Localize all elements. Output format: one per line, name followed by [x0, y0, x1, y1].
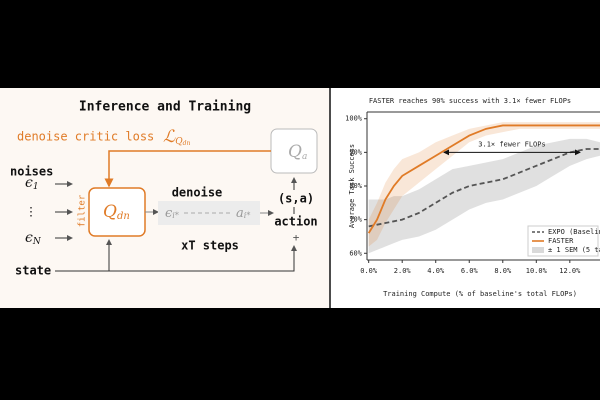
qa-symbol: Q: [288, 142, 302, 162]
sem-band: [368, 138, 600, 254]
x-tick-label: 12.0%: [559, 267, 581, 275]
x-tick-label: 2.0%: [394, 267, 412, 275]
x-tick-label: 8.0%: [494, 267, 512, 275]
filter-label: filter: [78, 194, 88, 227]
chart-title: FASTER reaches 90% success with 3.1× few…: [369, 97, 571, 105]
y-tick-label: 100%: [345, 115, 363, 123]
chart: FASTER reaches 90% success with 3.1× few…: [345, 97, 600, 298]
loss-label: denoise critic loss: [17, 130, 154, 144]
qdn-sub: dn: [117, 211, 130, 222]
qdn-symbol: Q: [103, 202, 117, 222]
y-tick-label: 90%: [349, 148, 362, 156]
a-symbol: a: [236, 206, 244, 221]
eps-dots: ⋮: [25, 205, 37, 219]
x-axis-label: Training Compute (% of baseline's total …: [383, 290, 577, 298]
legend-swatch: [532, 247, 544, 253]
qa-label: Qa: [288, 142, 307, 162]
x-tick-label: 6.0%: [461, 267, 479, 275]
x-tick-label: 0.0%: [360, 267, 378, 275]
legend-label: ± 1 SEM (5 tasks): [548, 246, 600, 254]
eps-symbol: ϵ: [25, 175, 33, 191]
a-star: ai*: [236, 206, 250, 221]
state-line: [55, 245, 297, 272]
loss-sub: Q: [175, 137, 183, 147]
denoise-label: denoise: [172, 186, 223, 200]
series-line: [367, 124, 600, 234]
series-line: [368, 148, 600, 228]
a-star-sub: i*: [244, 211, 251, 220]
eps-last-sub: N: [32, 237, 42, 247]
legend-label: FASTER: [548, 237, 574, 245]
eps-symbol: ϵ: [165, 206, 173, 221]
sem-band: [368, 122, 600, 247]
noises-label: noises: [10, 165, 53, 179]
y-tick-label: 80%: [349, 182, 362, 190]
plus-label: +: [293, 231, 300, 244]
eps-star-sub: i*: [172, 211, 179, 220]
y-tick-label: 60%: [349, 249, 362, 257]
eps-symbol: ϵ: [25, 230, 33, 246]
eps-last: ϵN: [25, 230, 42, 247]
loss-symbol: ℒQdn: [163, 127, 190, 147]
y-axis-label: Average Task Success: [348, 144, 356, 228]
legend-label: EXPO (Baseline): [548, 228, 600, 236]
diagram: Inference and Training denoise critic lo…: [10, 100, 318, 278]
qdn-label: Qdn: [103, 202, 130, 222]
action-label: action: [274, 215, 317, 229]
steps-label: xT steps: [181, 239, 239, 253]
loss-symbol-main: ℒ: [163, 127, 176, 147]
sa-label: (s,a): [278, 192, 314, 206]
diagram-title: Inference and Training: [79, 100, 251, 115]
eps-star: ϵi*: [165, 206, 179, 221]
x-tick-label: 4.0%: [427, 267, 445, 275]
loss-arrow: [104, 150, 271, 188]
state-label: state: [15, 264, 51, 278]
y-tick-label: 70%: [349, 216, 362, 224]
eps-first-sub: 1: [33, 182, 39, 192]
eps-first: ϵ1: [25, 175, 39, 192]
loss-subsub: dn: [183, 140, 191, 147]
annotation-text: 3.1× fewer FLOPs: [478, 140, 545, 148]
x-tick-label: 10.0%: [526, 267, 548, 275]
qa-sub: a: [302, 152, 307, 162]
